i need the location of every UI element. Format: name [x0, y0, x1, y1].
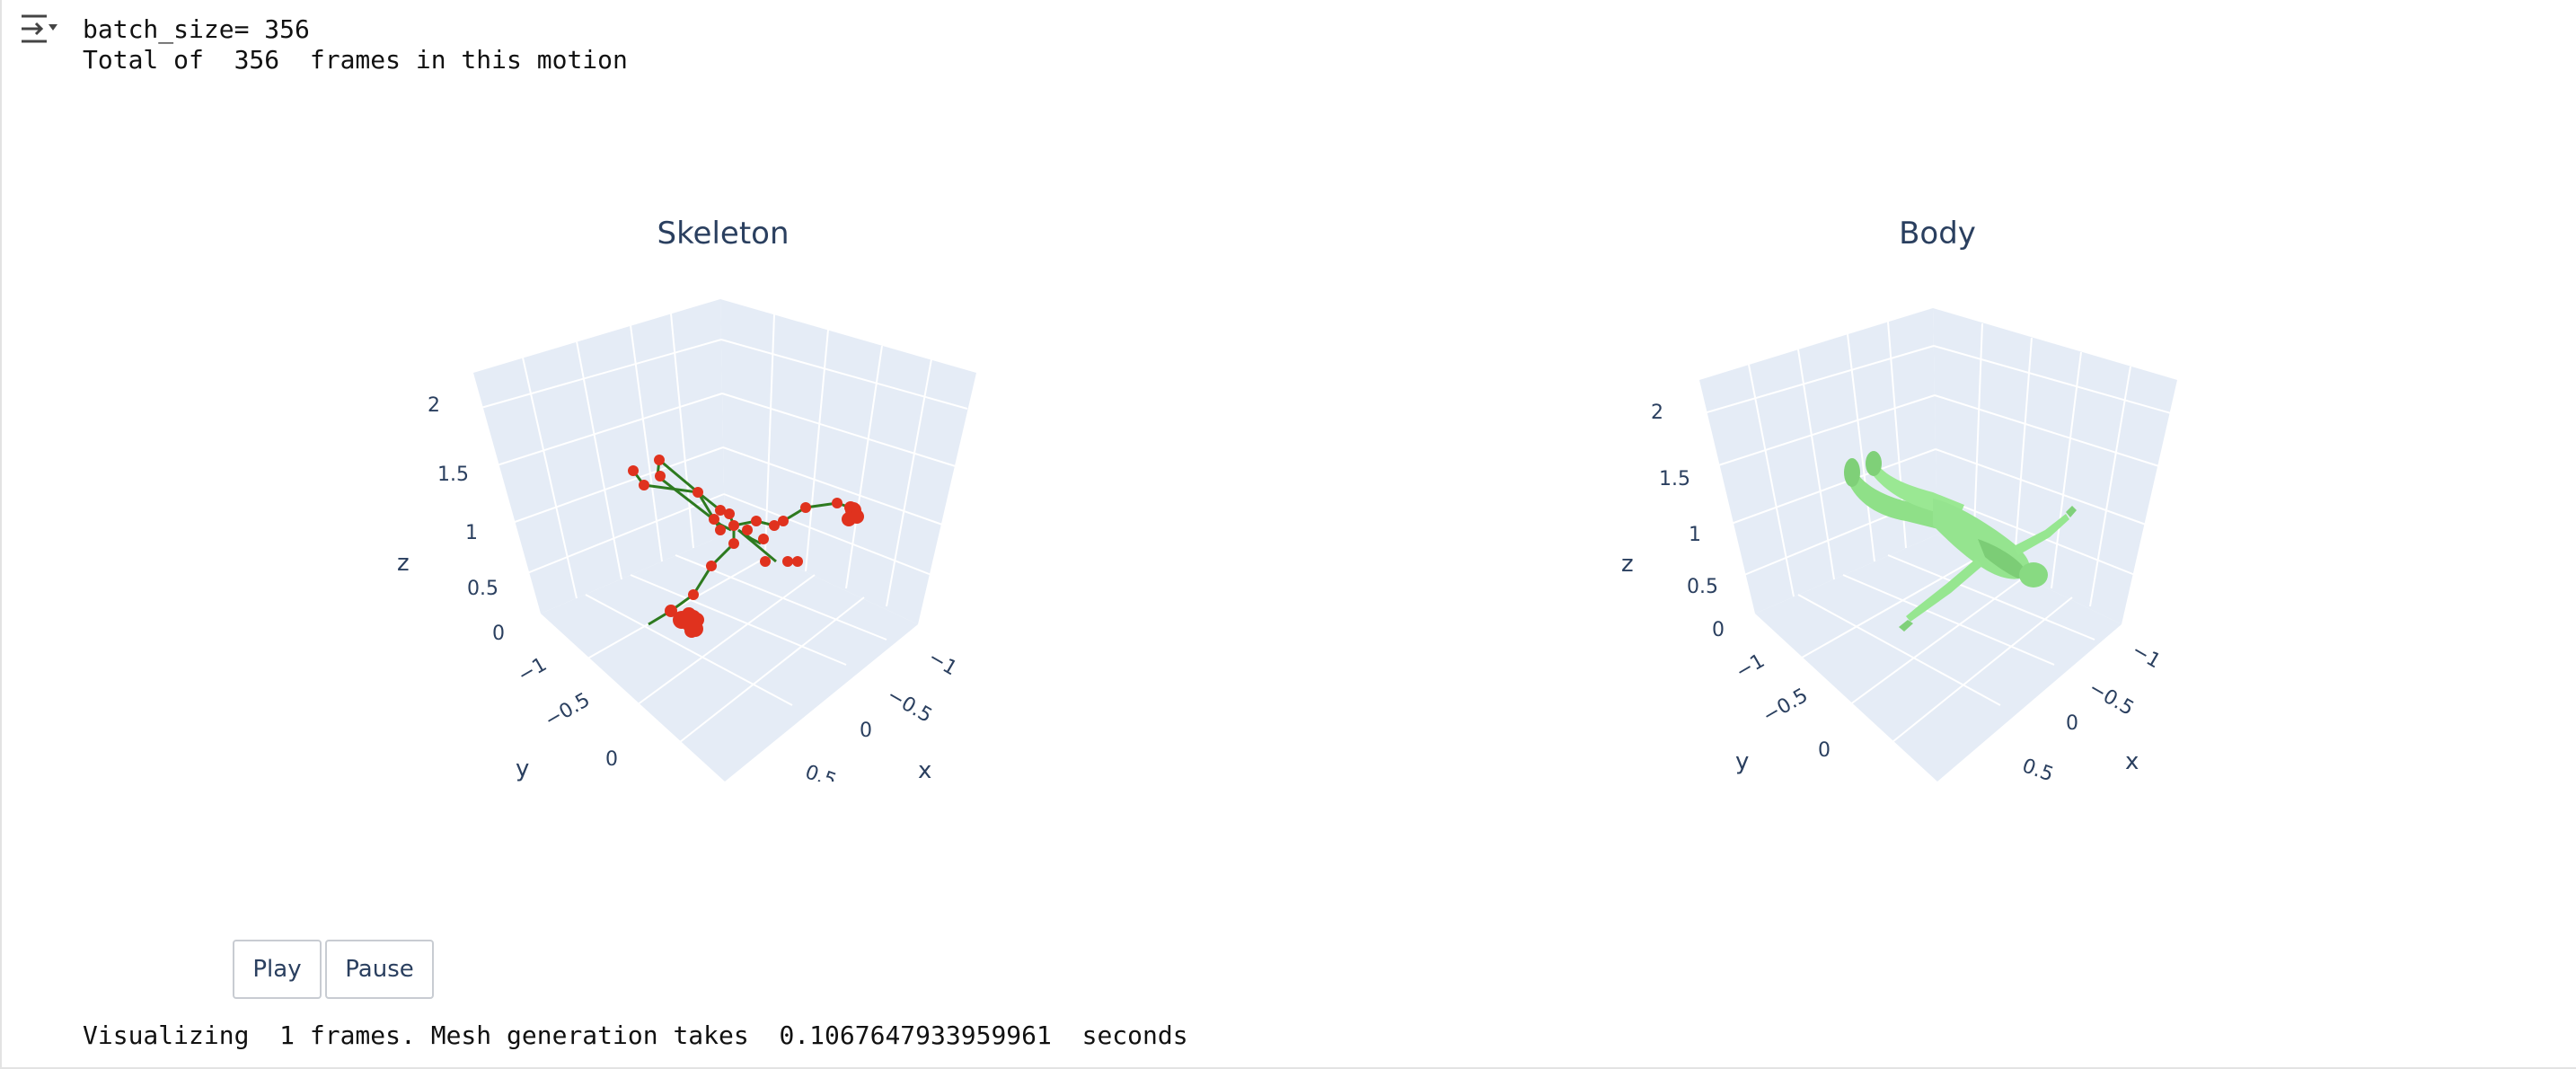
skeleton-y-axis-title: y	[516, 755, 529, 782]
svg-text:−1: −1	[924, 647, 961, 681]
svg-text:−0.5: −0.5	[542, 689, 595, 732]
stdout-line-batch-size: batch_size= 356	[83, 14, 310, 44]
svg-text:−1: −1	[1733, 649, 1769, 684]
skeleton-y-ticks: −1 −0.5 0	[515, 653, 619, 771]
skeleton-joints	[628, 455, 864, 638]
stdout-line-visualizing: Visualizing 1 frames. Mesh generation ta…	[83, 1020, 1188, 1050]
svg-text:1.5: 1.5	[1659, 468, 1690, 490]
body-z-axis-title: z	[1621, 551, 1634, 578]
svg-text:0: 0	[1818, 739, 1831, 762]
stdout-line-total-frames: Total of 356 frames in this motion	[83, 45, 628, 75]
svg-text:0: 0	[605, 748, 618, 771]
plot-title-skeleton: Skeleton	[657, 216, 790, 252]
svg-text:1: 1	[1689, 524, 1701, 546]
plot-title-body: Body	[1899, 216, 1976, 252]
plotly-figure[interactable]: 2 1.5 1 0.5 0 −1 −0.5 0 −1 −0.5 0 0.5 z …	[2, 0, 2576, 791]
svg-text:0: 0	[860, 720, 872, 742]
skeleton-z-ticks: 2 1.5 1 0.5 0	[428, 394, 505, 645]
skeleton-z-axis-title: z	[397, 550, 410, 577]
body-y-axis-title: y	[1735, 748, 1749, 775]
body-x-axis-title: x	[2125, 748, 2139, 775]
svg-text:1.5: 1.5	[437, 464, 469, 486]
skeleton-x-axis-title: x	[918, 757, 931, 784]
skeleton-scene[interactable]: 2 1.5 1 0.5 0 −1 −0.5 0 −1 −0.5 0 0.5 z …	[397, 299, 976, 791]
body-z-ticks: 2 1.5 1 0.5 0	[1651, 402, 1725, 641]
svg-text:−1: −1	[515, 653, 551, 687]
play-button[interactable]: Play	[233, 940, 322, 999]
svg-text:0: 0	[1712, 619, 1725, 641]
svg-text:2: 2	[428, 394, 440, 417]
body-mesh	[1844, 451, 2077, 632]
svg-text:−1: −1	[2128, 640, 2165, 674]
svg-text:0.5: 0.5	[802, 761, 839, 791]
svg-text:0: 0	[492, 623, 505, 645]
svg-text:−0.5: −0.5	[1760, 685, 1813, 728]
svg-text:0.5: 0.5	[467, 578, 498, 600]
body-scene[interactable]: 2 1.5 1 0.5 0 −1 −0.5 0 −1 −0.5 0 0.5 z …	[1621, 308, 2177, 787]
svg-text:0: 0	[2066, 712, 2078, 735]
svg-text:0.5: 0.5	[2019, 755, 2056, 786]
svg-text:−0.5: −0.5	[883, 685, 936, 728]
svg-text:2: 2	[1651, 402, 1663, 424]
pause-button[interactable]: Pause	[325, 940, 434, 999]
svg-text:−0.5: −0.5	[2085, 677, 2138, 720]
svg-text:1: 1	[465, 522, 478, 544]
output-toggle-icon[interactable]	[18, 11, 61, 49]
svg-text:0.5: 0.5	[1687, 576, 1718, 598]
